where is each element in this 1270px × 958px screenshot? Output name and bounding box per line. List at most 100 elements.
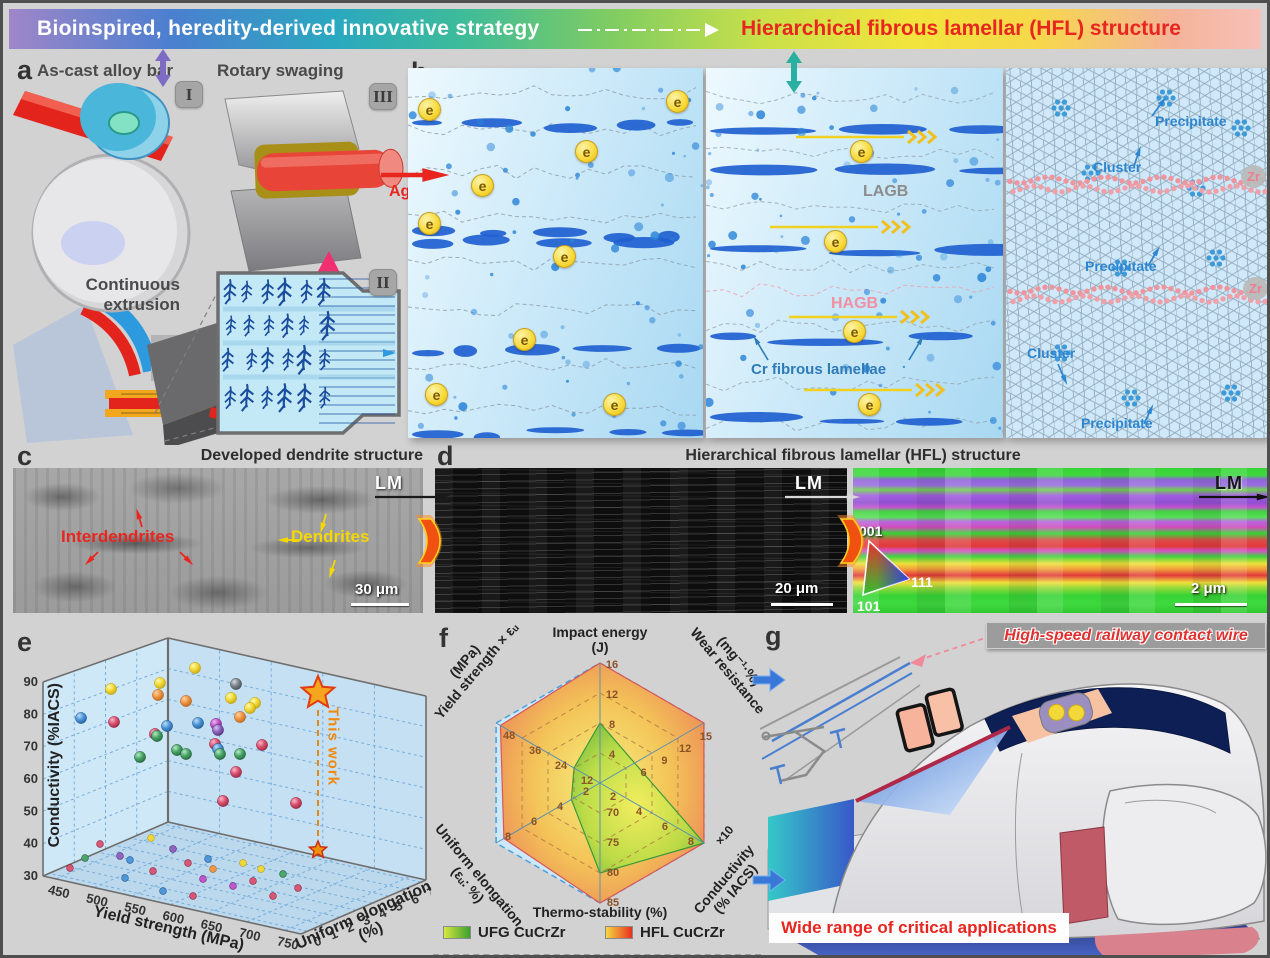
zr-atom xyxy=(1192,295,1198,301)
radar-tick-label: 2 xyxy=(583,786,589,798)
zr-atom xyxy=(1045,186,1051,193)
radar-tick-label: 70 xyxy=(607,807,619,819)
zr-atom xyxy=(1171,185,1177,192)
zr-atom xyxy=(1217,174,1223,180)
precipitate-label-2: Precipitate xyxy=(1085,258,1157,274)
solute-cluster xyxy=(1051,350,1057,356)
cr-lamella xyxy=(616,119,656,131)
panel-d-label: d xyxy=(437,441,454,471)
zr-atom xyxy=(1196,288,1202,295)
solute-cluster xyxy=(1061,111,1068,117)
zr-atom xyxy=(1070,180,1076,186)
scalebar-label-c: 30 μm xyxy=(355,581,399,598)
precipitate-dot xyxy=(664,172,674,183)
precipitate-dot xyxy=(946,179,955,188)
chevron-icon xyxy=(927,129,938,145)
precipitate-dot xyxy=(649,317,656,324)
zr-atom xyxy=(1066,187,1072,193)
solute-cluster xyxy=(1135,395,1141,401)
grain-boundary xyxy=(705,283,995,298)
cr-lamella xyxy=(473,432,501,443)
zr-atom xyxy=(1150,188,1156,194)
zr-atom xyxy=(1080,183,1086,189)
z-tick-label: 70 xyxy=(24,739,38,754)
train-nose xyxy=(1101,783,1267,926)
precipitate-dot xyxy=(505,124,514,133)
grain-boundary xyxy=(705,90,995,105)
precipitate-dot xyxy=(530,131,536,137)
grain-boundary xyxy=(705,259,995,274)
dendrite-glyph xyxy=(260,346,274,373)
zr-atom xyxy=(1168,175,1174,182)
zr-atom xyxy=(1056,286,1062,292)
cr-lamella xyxy=(572,345,632,352)
grain-boundary xyxy=(407,210,697,224)
electron-icon: e xyxy=(575,140,598,163)
scatter-point xyxy=(234,711,246,723)
scatter-point xyxy=(152,689,164,701)
zr-atom xyxy=(1073,294,1079,301)
dendrite-glyph xyxy=(221,347,234,372)
coiler-hub xyxy=(108,111,140,135)
cr-lamella xyxy=(710,245,807,253)
chevron-icon xyxy=(917,129,928,145)
precipitate-dot xyxy=(658,87,664,93)
cr-lamella xyxy=(453,345,478,357)
insulator-mark-1 xyxy=(829,727,846,749)
precipitate-dot xyxy=(424,275,430,280)
electron-icon: e xyxy=(513,328,536,351)
zr-atom xyxy=(1056,176,1062,182)
scatter-floor-point xyxy=(269,892,277,900)
radar-tick-label: 80 xyxy=(607,867,619,879)
precipitate-dot xyxy=(996,138,1000,142)
cr-lamella xyxy=(412,430,464,439)
solute-cluster xyxy=(1091,164,1098,170)
zr-atom xyxy=(1122,295,1128,301)
chevron-icon xyxy=(901,219,912,235)
radar-tick-label: 12 xyxy=(606,689,618,701)
zr-atom xyxy=(1136,183,1142,190)
cr-lamella xyxy=(412,350,445,357)
zr-atom xyxy=(1210,174,1216,181)
zr-atom xyxy=(1224,285,1230,292)
z-tick-label: 60 xyxy=(24,771,38,786)
precipitate-dot xyxy=(816,91,820,95)
z-tick-label: 30 xyxy=(24,868,38,883)
zr-atom xyxy=(1087,294,1093,300)
zr-atom xyxy=(1035,176,1041,182)
radar-tick-label: 15 xyxy=(700,731,712,743)
precipitate-dot xyxy=(582,360,590,369)
grain-boundary xyxy=(407,256,697,271)
zr-atom xyxy=(1133,290,1139,296)
side-glass xyxy=(856,727,1010,815)
dendrite-glyph xyxy=(261,279,275,305)
atomic-lattice xyxy=(991,55,1267,451)
dendrite-micrograph xyxy=(13,468,423,613)
zr-atom xyxy=(1115,187,1121,194)
precipitate-dot xyxy=(575,176,579,180)
scatter-point xyxy=(192,717,204,729)
precipitate-dot xyxy=(812,95,817,101)
precipitate-dot xyxy=(772,246,780,254)
zr-atom xyxy=(1038,294,1044,300)
scatter-point xyxy=(180,695,192,707)
precipitate-dot xyxy=(915,254,923,261)
electron-icon: e xyxy=(553,245,576,268)
dendrite-glyph xyxy=(241,280,253,303)
radar-panel: 4 8 12 16 6 9 12 15 2 4 6 8 70 75 80 85 2 4 6 8 12 24 36 48 Imp… xyxy=(431,620,768,955)
grid-line xyxy=(55,824,182,880)
dendrite-glyph xyxy=(319,386,331,409)
zr-atom xyxy=(1227,293,1233,300)
dendrite-glyph xyxy=(223,278,237,305)
solute-cluster xyxy=(1234,131,1241,137)
zr-atom xyxy=(1059,299,1065,305)
zr-atom xyxy=(1224,175,1230,182)
solute-cluster xyxy=(1189,191,1196,197)
panel-g-label: g xyxy=(765,621,782,651)
scatter-floor-point xyxy=(189,892,197,900)
legend-hfl: HFL CuCrZr xyxy=(605,924,725,941)
x-tick-label: 500 xyxy=(85,890,110,909)
solute-cluster xyxy=(1051,105,1057,111)
precipitate-dot xyxy=(641,106,646,111)
zr-atom xyxy=(1161,174,1167,180)
